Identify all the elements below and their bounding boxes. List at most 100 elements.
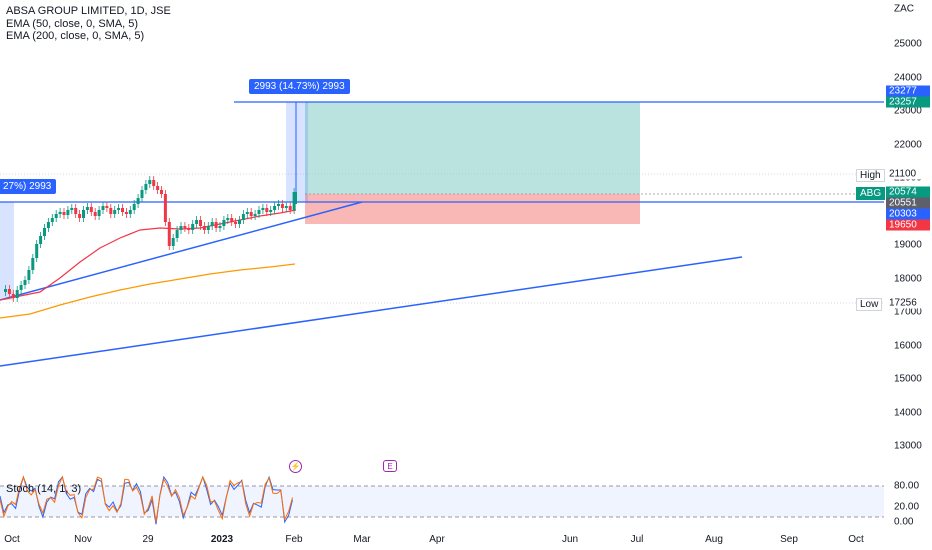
measure-box-top[interactable]	[286, 102, 308, 202]
candle-body	[43, 228, 46, 236]
candle-body	[23, 280, 27, 285]
target-tag: 23277	[886, 85, 930, 97]
time-label: Sep	[780, 534, 798, 545]
price-tick: 15000	[894, 373, 922, 385]
low-label: Low	[856, 298, 883, 311]
symbol-label: ABG	[856, 187, 886, 200]
main-chart[interactable]	[0, 0, 884, 470]
candle-body	[124, 212, 128, 214]
candle-body	[160, 190, 163, 194]
loss-zone[interactable]	[305, 194, 640, 224]
time-label: Aug	[705, 534, 723, 545]
time-label: Feb	[285, 534, 303, 545]
price-tick: 19000	[894, 239, 922, 251]
candle-body	[179, 226, 183, 230]
stop-tag: 19650	[886, 219, 930, 231]
candle-body	[31, 258, 35, 270]
candle-body	[234, 222, 238, 224]
stoch-d-line[interactable]	[0, 475, 293, 522]
time-label: Nov	[74, 534, 92, 545]
ema200-line[interactable]	[0, 263, 296, 319]
candle-body	[4, 289, 7, 292]
candle-body	[238, 220, 241, 224]
price-tick: 22000	[894, 139, 922, 150]
candle-body	[19, 285, 23, 290]
price-chart-canvas[interactable]	[0, 0, 884, 470]
time-label: Oct	[848, 534, 864, 545]
line-tag: 20303	[886, 208, 930, 220]
candle-body	[113, 210, 117, 214]
candle-body	[265, 208, 269, 212]
time-label: 2023	[210, 534, 234, 545]
candle-body	[11, 294, 15, 298]
time-axis[interactable]: Oct Nov 29 2023 Feb Mar Apr Jun Jul Aug Sep Oct	[0, 530, 884, 550]
candle-body	[128, 210, 132, 214]
price-tick: 23000	[894, 105, 922, 117]
candle-body	[288, 206, 292, 210]
candle-body	[257, 210, 261, 214]
candle-body	[171, 238, 175, 246]
candle-body	[39, 236, 43, 244]
price-tick: 17000	[894, 306, 922, 318]
candle-body	[62, 212, 66, 215]
candle-body	[74, 208, 78, 214]
candle-body	[46, 222, 50, 228]
candle-body	[136, 198, 140, 204]
candle-body	[35, 244, 39, 258]
ema200-legend[interactable]: EMA (200, close, 0, SMA, 5)	[6, 30, 145, 42]
candle-body	[50, 218, 54, 222]
price-tick: 24000	[894, 72, 922, 83]
candle-body	[117, 208, 121, 210]
profit-zone[interactable]	[305, 102, 640, 194]
ema50-legend[interactable]: EMA (50, close, 0, SMA, 5)	[6, 17, 139, 30]
candle-body	[27, 270, 31, 280]
high-label: High	[856, 169, 885, 182]
candle-body	[89, 207, 93, 212]
candle-body	[202, 226, 206, 230]
stoch-tick-0: 0.00	[894, 516, 914, 528]
time-label: Jun	[561, 534, 579, 545]
candle-body	[121, 208, 124, 212]
candle-body	[241, 214, 245, 220]
symbol-title[interactable]: ABSA GROUP LIMITED, 1D, JSE	[6, 5, 171, 17]
price-tick: 14000	[894, 407, 922, 418]
candle-body	[140, 190, 144, 198]
candle-body	[78, 214, 82, 218]
candle-body	[156, 186, 160, 190]
candle-body	[82, 210, 85, 218]
candle-body	[245, 212, 249, 214]
candlesticks[interactable]	[4, 176, 297, 302]
candle-body	[187, 228, 191, 230]
candle-body	[7, 289, 11, 294]
candle-body	[175, 230, 179, 238]
candle-body	[183, 226, 187, 228]
stoch-band	[0, 486, 884, 517]
ema50-line[interactable]	[0, 209, 297, 301]
price-scale[interactable]: ZAC 250002400023000220002100020000190001…	[884, 0, 932, 470]
time-label: Mar	[353, 534, 371, 545]
candle-body	[85, 207, 89, 210]
candle-body	[97, 210, 101, 216]
measure-label-top: 2993 (14.73%) 2993	[249, 79, 350, 94]
measure-box-left[interactable]	[0, 202, 14, 300]
stoch-pane[interactable]	[0, 474, 884, 530]
target-close-tag: 23257	[886, 96, 930, 108]
stoch-scale[interactable]: 80.00 20.00 0.00	[884, 474, 932, 530]
earnings-icon[interactable]: E	[383, 460, 397, 472]
candle-body	[101, 206, 105, 210]
candle-body	[253, 214, 257, 216]
high-tag: 21100	[886, 168, 930, 180]
candle-body	[15, 290, 19, 298]
candle-body	[284, 206, 288, 208]
candle-body	[191, 224, 195, 230]
entry-tag: 20551	[886, 197, 930, 209]
lightning-icon[interactable]: ⚡	[289, 460, 302, 473]
candle-body	[218, 226, 222, 228]
candle-body	[269, 210, 273, 212]
long-trendline[interactable]	[0, 256, 743, 367]
stoch-tick-20: 20.00	[894, 501, 920, 513]
support-trendline[interactable]	[0, 201, 363, 301]
stoch-legend[interactable]: Stoch (14, 1, 3)	[6, 483, 82, 495]
candle-body	[148, 180, 152, 184]
stoch-canvas[interactable]	[0, 474, 884, 530]
